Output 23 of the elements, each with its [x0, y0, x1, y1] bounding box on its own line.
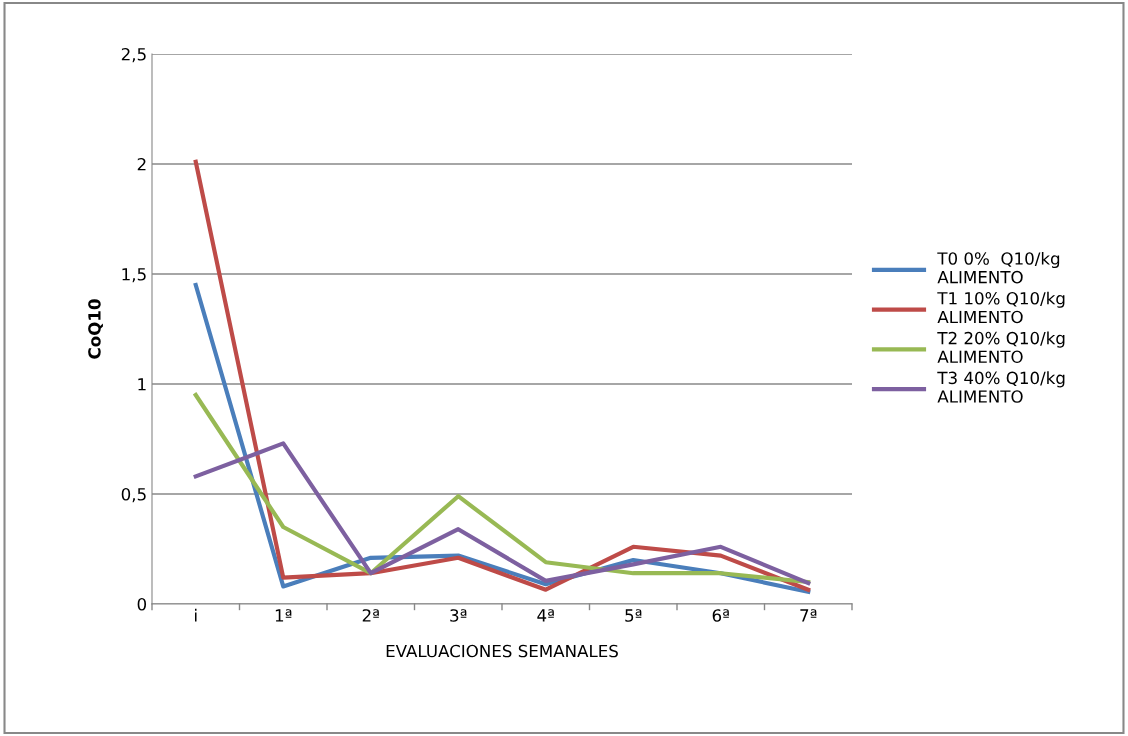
- x-tick-label: 7ª: [800, 609, 817, 622]
- line-series: [193, 159, 811, 592]
- y-tick-label: 1: [138, 378, 146, 391]
- x-tick-label: 6ª: [712, 609, 729, 622]
- x-tick-label: 2ª: [362, 609, 379, 622]
- y-tick-label: 2: [137, 157, 146, 171]
- x-tick-label: 3ª: [450, 609, 467, 622]
- line-series: [193, 392, 811, 585]
- x-tick-label: i: [195, 608, 197, 622]
- x-tick-label: 4ª: [537, 609, 554, 622]
- legend-label: T1 10% Q10/kg ALIMENTO: [937, 291, 1065, 324]
- line-series: [193, 441, 811, 586]
- y-tick-label: 2,5: [121, 47, 146, 63]
- y-tick-label: 1,5: [122, 268, 146, 283]
- x-tick-label: 5ª: [625, 609, 642, 622]
- y-tick-label: 0: [137, 597, 147, 611]
- legend-label: T0 0% Q10/kg ALIMENTO: [937, 251, 1060, 284]
- x-axis-title: EVALUACIONES SEMANALES: [386, 644, 618, 658]
- y-axis-title: CoQ10: [88, 299, 103, 359]
- x-tick-label: 1ª: [275, 609, 292, 622]
- legend-label: T2 20% Q10/kg ALIMENTO: [937, 331, 1065, 364]
- y-tick-label: 0,5: [121, 487, 146, 503]
- legend-label: T3 40% Q10/kg ALIMENTO: [937, 371, 1065, 403]
